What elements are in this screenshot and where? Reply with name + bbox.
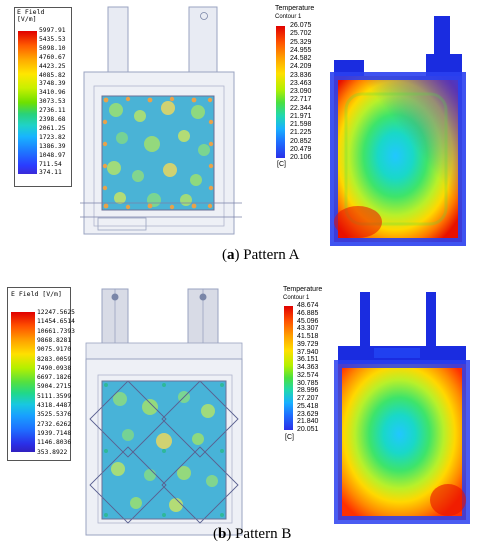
efield-legend-b-title-text: E Field [V/m]	[11, 290, 62, 298]
efield-legend-a-tick-label: 5997.91	[39, 27, 66, 34]
caption-b-label: b	[218, 526, 227, 542]
temp-legend-b-title: Temperature Contour 1	[283, 286, 322, 302]
temp-legend-b-tick-label: 28.996	[297, 387, 319, 395]
temp-legend-a-tick-label: 24.582	[290, 55, 312, 62]
temp-legend-a-tick-label: 26.075	[290, 22, 312, 29]
efield-legend-a-tick-label: 374.11	[39, 169, 62, 177]
efield-legend-a-tick-label: 5435.53	[39, 35, 66, 43]
efield-legend-b-tick-label: 9868.8281	[37, 336, 72, 344]
efield-legend-a-tick-label: 2398.68	[39, 116, 66, 123]
efield-legend-a-tick-label: 711.54	[39, 160, 62, 168]
temp-legend-b-unit: [C]	[285, 434, 294, 441]
caption-b-text: Pattern B	[235, 526, 292, 542]
efield-legend-b-tick-label: 11454.6514	[37, 318, 75, 326]
temp-legend-b-tick-label: 30.785	[297, 379, 319, 387]
efield-legend-a-tick-label: 3073.53	[39, 98, 66, 106]
caption-a: (a) Pattern A	[222, 247, 300, 263]
efield-legend-b-tick-label: 353.8922	[37, 448, 68, 456]
temp-legend-b-tick-label: 39.729	[297, 340, 319, 348]
efield-legend-b-tick-label: 5111.3599	[37, 392, 72, 400]
caption-a-text: Pattern A	[243, 247, 300, 263]
efield-legend-b-tick-label: 6697.1826	[37, 374, 72, 382]
temp-legend-b-tick-label: 45.096	[297, 317, 319, 325]
temp-legend-a-tick-label: 20.479	[290, 145, 312, 153]
temp-legend-a-unit: [C]	[277, 161, 286, 168]
efield-legend-a-title-text: E Field [V/m]	[17, 8, 45, 23]
efield-legend-a-tick-label: 4423.25	[39, 62, 66, 70]
temp-model-b	[334, 292, 470, 524]
efield-legend-b-tick-label: 9075.9170	[37, 346, 72, 354]
efield-legend-a-tick-label: 1723.82	[39, 133, 66, 141]
caption-a-label: a	[227, 247, 235, 263]
temp-colorbar-b	[284, 306, 293, 430]
efield-legend-a-tick-label: 1386.39	[39, 142, 66, 150]
efield-legend-b-ticks: 12247.5625 11454.6514 10661.7393 9868.8281 9…	[37, 309, 75, 459]
temp-legend-b-subtitle: Contour 1	[283, 295, 310, 301]
temp-legend-a-tick-label: 20.852	[290, 137, 312, 145]
temp-legend-b-tick-label: 46.885	[297, 309, 319, 317]
efield-legend-b-tick-label: 4318.4487	[37, 402, 72, 409]
temp-legend-b-tick-label: 37.940	[297, 348, 319, 356]
temp-legend-b-tick-label: 43.307	[297, 325, 319, 333]
efield-legend-b-tick-label: 5904.2715	[37, 383, 72, 391]
temp-legend-a-tick-label: 25.702	[290, 30, 312, 38]
efield-legend-a-tick-label: 2736.11	[39, 107, 66, 115]
efield-legend-b-tick-label: 10661.7393	[37, 327, 75, 335]
temp-legend-a-tick-label: 21.225	[290, 129, 312, 137]
efield-legend-b-tick-label: 12247.5625	[37, 309, 75, 316]
temp-legend-a-tick-label: 25.329	[290, 38, 312, 46]
efield-legend-b-tick-label: 1146.8036	[37, 439, 72, 447]
efield-legend-b-tick-label: 7490.0938	[37, 364, 72, 372]
efield-legend-b-tick-label: 1939.7148	[37, 429, 72, 437]
temp-model-a	[330, 16, 466, 246]
temp-legend-b-tick-label: 20.051	[297, 426, 319, 433]
efield-legend-b-title: E Field [V/m]	[11, 290, 62, 298]
temp-legend-b-tick-label: 41.518	[297, 333, 319, 340]
temp-legend-a-tick-label: 20.106	[290, 154, 312, 161]
temp-legend-b-tick-label: 23.629	[297, 410, 319, 418]
efield-legend-a-title: E Field [V/m]	[17, 9, 44, 23]
efield-model-b	[85, 288, 243, 536]
temp-legend-a-tick-label: 23.090	[290, 88, 312, 95]
temp-legend-a-tick-label: 21.971	[290, 112, 312, 120]
temp-legend-a-tick-label: 23.836	[290, 71, 312, 79]
temp-legend-b-title-text: Temperature	[283, 286, 323, 293]
temp-legend-a-tick-label: 22.717	[290, 96, 312, 104]
temp-legend-b-tick-label: 25.418	[297, 402, 319, 410]
temp-legend-b-tick-label: 27.207	[297, 395, 319, 402]
temp-legend-a-tick-label: 24.209	[290, 63, 312, 71]
temp-legend-b-tick-label: 21.840	[297, 418, 319, 426]
temp-legend-b-tick-label: 34.363	[297, 364, 319, 371]
efield-legend-a-tick-label: 5098.10	[39, 44, 66, 52]
temp-legend-a-subtitle: Contour 1	[275, 14, 302, 20]
temp-legend-b-tick-label: 48.674	[297, 302, 319, 309]
efield-legend-b-tick-label: 3525.5376	[37, 411, 72, 419]
temp-colorbar-a	[276, 26, 285, 158]
caption-b: (b) Pattern B	[213, 526, 292, 542]
efield-legend-a-tick-label: 3410.96	[39, 89, 66, 97]
efield-colorbar-b	[11, 312, 35, 452]
temp-legend-b-tick-label: 36.151	[297, 356, 319, 364]
temp-legend-a-tick-label: 21.598	[290, 121, 312, 128]
efield-legend-a-ticks: 5997.91 5435.53 5098.10 4760.67 4423.25 4085.…	[39, 27, 71, 177]
efield-legend-b-tick-label: 2732.6262	[37, 420, 72, 428]
efield-model-a	[80, 6, 242, 235]
temp-legend-a-tick-label: 24.955	[290, 46, 312, 54]
efield-legend-a-tick-label: 3748.39	[39, 80, 66, 88]
temp-legend-a-tick-label: 23.463	[290, 79, 312, 87]
temp-legend-a-title: Temperature Contour 1	[275, 5, 314, 21]
efield-legend-a-tick-label: 1048.97	[39, 151, 66, 159]
efield-colorbar-a	[18, 31, 37, 174]
temp-legend-a-title-text: Temperature	[275, 5, 315, 12]
efield-legend-a-tick-label: 4760.67	[39, 53, 66, 61]
efield-legend-b-tick-label: 8283.0059	[37, 355, 72, 363]
temp-legend-b-tick-label: 32.574	[297, 371, 319, 379]
temp-legend-a-tick-label: 22.344	[290, 104, 312, 112]
efield-legend-a-tick-label: 4085.82	[39, 71, 66, 79]
efield-legend-a-tick-label: 2061.25	[39, 124, 66, 132]
